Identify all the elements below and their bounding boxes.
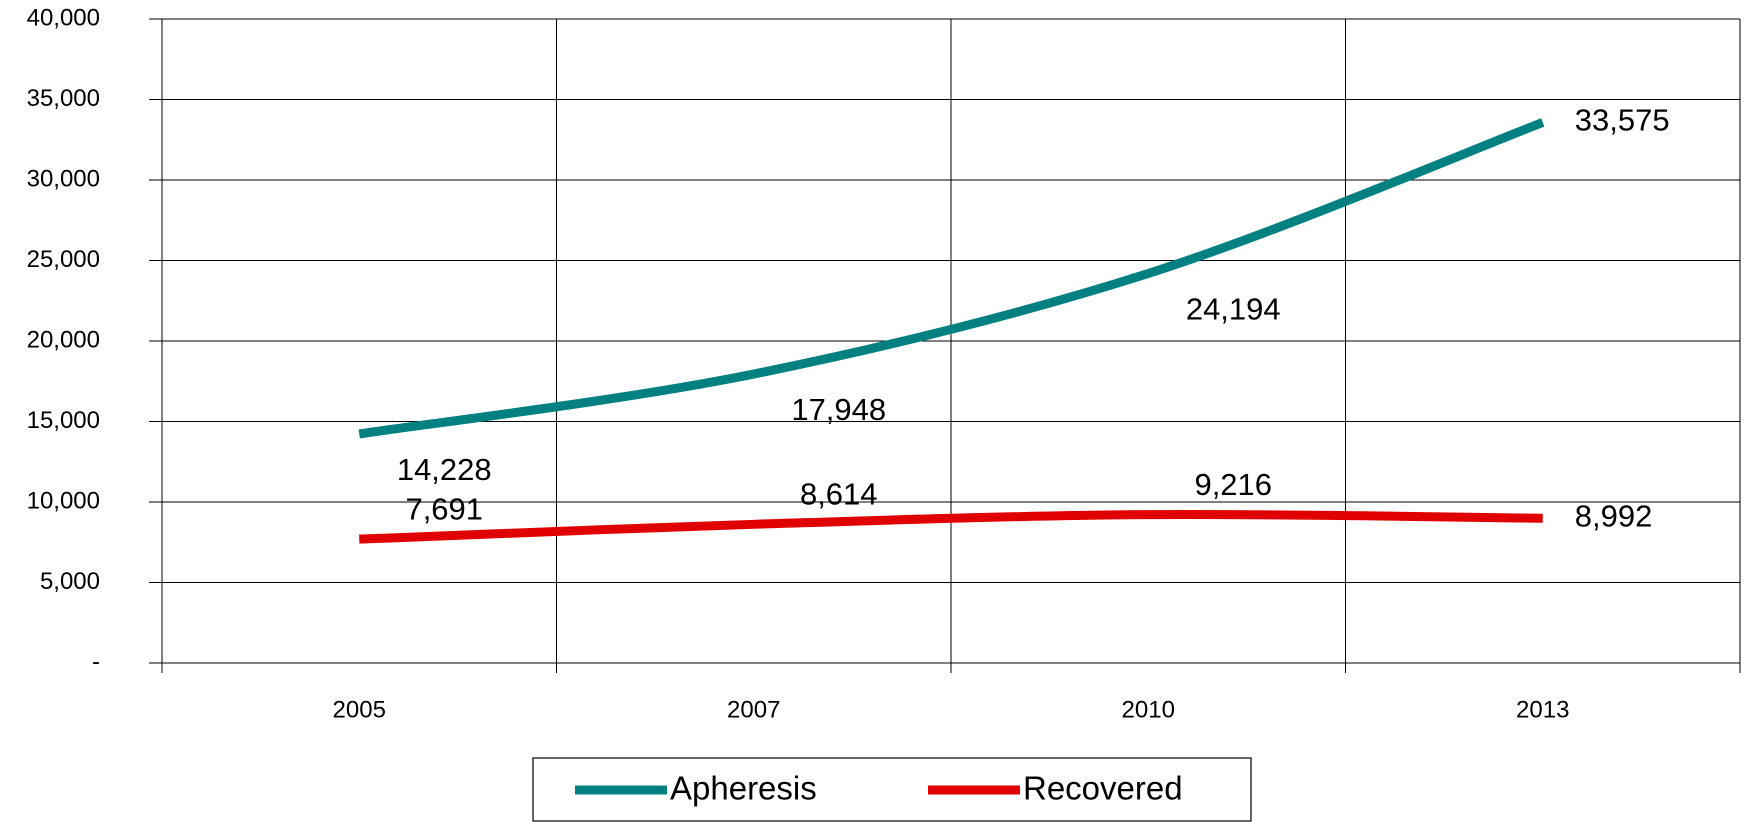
data-label: 24,194 bbox=[1186, 292, 1281, 327]
y-tick-label: 25,000 bbox=[27, 246, 100, 273]
data-label: 33,575 bbox=[1575, 103, 1670, 138]
y-tick-label: 20,000 bbox=[27, 326, 100, 353]
y-tick-label: 40,000 bbox=[27, 4, 100, 31]
line bbox=[358, 118, 1545, 439]
line bbox=[359, 509, 1543, 544]
legend-label: Apheresis bbox=[670, 770, 817, 807]
x-tick-label: 2005 bbox=[333, 696, 386, 723]
data-label: 8,614 bbox=[800, 477, 878, 512]
y-tick-label: 30,000 bbox=[27, 165, 100, 192]
y-tick-label: 10,000 bbox=[27, 487, 100, 514]
data-label: 9,216 bbox=[1194, 467, 1272, 502]
legend-label: Recovered bbox=[1023, 770, 1183, 807]
data-label: 17,948 bbox=[791, 392, 886, 427]
x-tick-label: 2007 bbox=[727, 696, 780, 723]
y-tick-label: 5,000 bbox=[40, 568, 100, 595]
y-tick-label: - bbox=[92, 648, 100, 675]
data-label: 7,691 bbox=[405, 491, 483, 526]
x-tick-label: 2013 bbox=[1516, 696, 1569, 723]
data-label: 14,228 bbox=[397, 452, 492, 487]
y-tick-label: 15,000 bbox=[27, 407, 100, 434]
data-label: 8,992 bbox=[1575, 498, 1653, 533]
y-tick-label: 35,000 bbox=[27, 85, 100, 112]
x-tick-label: 2010 bbox=[1122, 696, 1175, 723]
